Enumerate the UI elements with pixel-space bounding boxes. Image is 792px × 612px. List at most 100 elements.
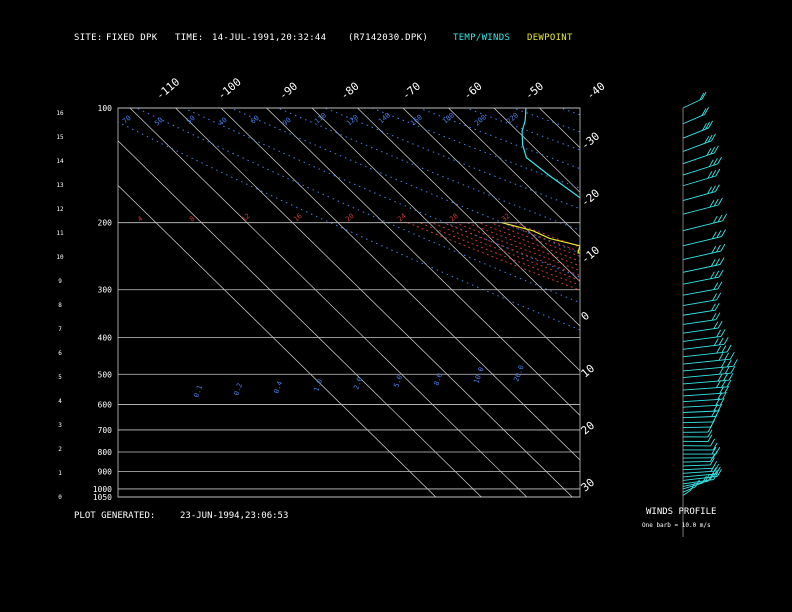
plot-generated-label: PLOT GENERATED: [74,511,156,521]
moist-adiabat-label: 32 [500,212,512,224]
isotherm-line [266,108,580,416]
wind-barb [682,421,714,424]
wind-barb [682,470,715,474]
wind-barb [682,309,716,316]
dry-adiabat-label: 140 [377,111,392,125]
wind-barb-flag [707,429,713,438]
wind-barb [682,236,722,247]
isotherm-line [357,108,580,327]
wind-barb-flag [720,243,726,252]
wind-barb-flag [712,293,717,301]
wind-barb-flag [711,133,716,142]
dry-adiabat [702,108,792,497]
wind-barb-flag [724,385,730,394]
wind-barb [682,191,716,202]
wind-barb [682,250,721,261]
wind-barb-flag [715,409,720,417]
moist-adiabat-label: 20 [344,212,356,224]
wind-barb [682,410,718,413]
wind-barb-flag [707,434,713,442]
plot-area [118,108,792,497]
wind-barb-flag [716,380,721,388]
top-temp-label: -50 [523,80,547,103]
dry-adiabat-label: 160 [409,113,424,127]
height-label: 3 [58,422,62,429]
wind-barb-flag [713,472,719,480]
wind-barb-flag [715,466,721,475]
wind-barb [682,288,718,296]
wind-barb-flag [719,366,724,375]
wind-barb-flag [716,292,722,301]
wind-barb-flag [717,469,722,477]
wind-barb-flag [699,92,705,101]
dry-adiabat [466,108,580,151]
wind-barb [682,386,728,391]
moist-adiabat-label: 24 [396,212,408,224]
wind-barb-flag [718,197,723,206]
wind-barb [682,358,731,365]
wind-barb-flag [728,372,734,381]
temperature-line [521,108,580,199]
wind-barb-flag [722,391,727,400]
isotherm-line [448,108,580,238]
moist-adiabat-label: 4 [136,215,144,224]
wind-barb [682,379,730,385]
wind-barb-flag [701,108,707,116]
pressure-label: 100 [98,104,113,113]
wind-barb-flag [726,379,732,388]
height-label: 12 [56,206,64,213]
mixing-ratio-label: 0.4 [272,380,284,395]
wind-barb-flag [711,303,716,312]
wind-barb-flag [709,199,715,208]
site-value: FIXED DPK [106,33,158,43]
dry-adiabat [560,108,580,116]
pressure-label: 1050 [93,493,112,502]
wind-barb-flag [720,329,726,337]
wind-barb-flag [715,184,720,192]
wind-barb [682,467,713,471]
height-label: 7 [58,326,62,333]
moist-adiabat [407,222,580,291]
wind-barb-flag [717,281,723,290]
dry-adiabat-label: 120 [345,113,360,127]
mixing-ratio-label: 8.0 [432,372,444,387]
wind-barb-flag [709,457,715,466]
site-label: SITE: [74,33,103,43]
wind-barb-flag [710,259,716,267]
wind-barb-flag [724,352,729,361]
file-id: (R7142030.DPK) [348,33,429,43]
mixing-ratio-label: 2.0 [352,376,364,391]
moist-adiabat [443,222,580,277]
top-temp-label: -70 [400,80,424,103]
wind-barb-flag [716,329,721,338]
dry-adiabat [277,108,580,231]
wind-barb-flag [711,231,717,239]
wind-barb-flag [729,351,735,360]
pressure-label: 800 [98,448,113,457]
height-label: 4 [58,398,62,405]
top-temp-label: -60 [461,80,485,103]
pressure-label: 1000 [93,485,112,494]
wind-barb [682,264,721,273]
wind-barb-flag [702,123,707,131]
wind-barb-flag [723,373,728,381]
dry-adiabat-label: 50 [185,114,197,126]
wind-barb-flag [711,169,717,178]
height-label: 0 [58,494,62,501]
wind-barb [682,175,716,187]
wind-barb [682,335,722,342]
wind-barb [682,464,711,467]
moist-adiabat-label: 28 [448,212,460,224]
wind-barb-flag [712,414,718,423]
dry-adiabat-label: 90 [281,116,293,128]
dry-adiabat [655,108,792,497]
moist-adiabat [455,222,580,272]
moist-adiabat-label: 8 [188,215,196,224]
dry-adiabat-label: 70 [121,114,133,126]
wind-barb-flag [712,215,718,224]
wind-barb-flag [719,257,725,265]
isotherm-line [220,108,580,461]
wind-barb-flag [721,345,727,353]
height-label: 9 [58,278,62,285]
wind-barb-flag [719,386,725,394]
